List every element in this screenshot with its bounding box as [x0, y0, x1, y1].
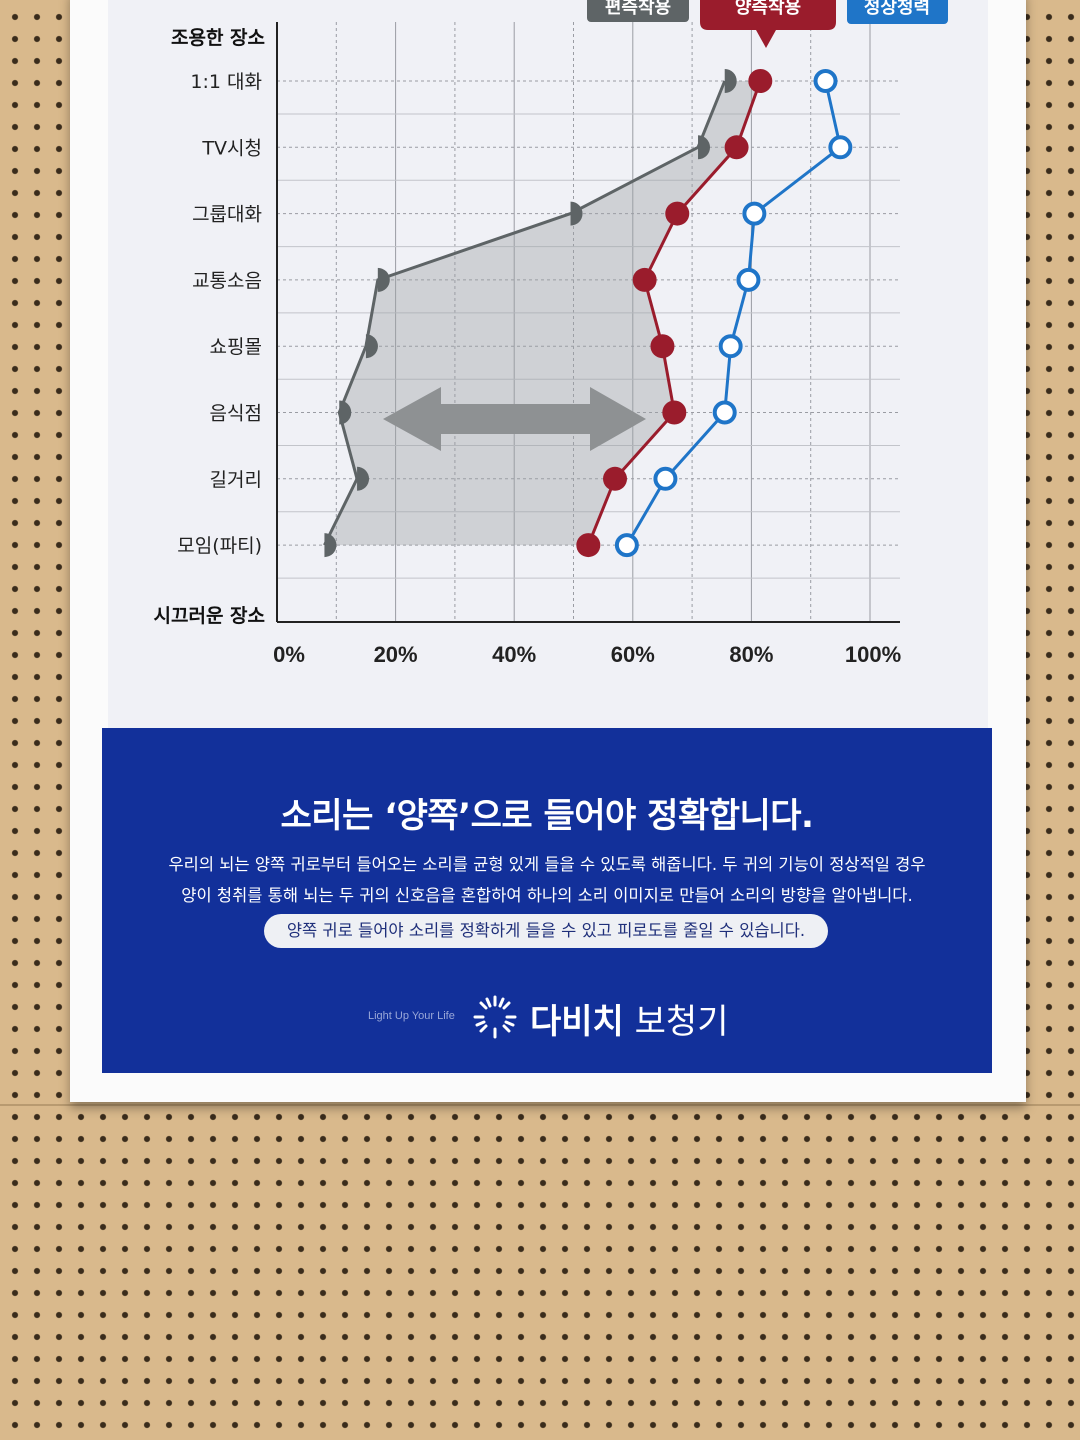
- marker-normal: [828, 135, 853, 160]
- sunburst-logo-icon: [473, 995, 517, 1039]
- marker-normal: [813, 69, 838, 93]
- headline: 소리는 ‘양쪽’으로 들어야 정확합니다.: [280, 796, 814, 836]
- x-tick-label: 40%: [492, 642, 536, 667]
- y-tick-label: TV시청: [201, 137, 262, 159]
- x-tick-label: 80%: [729, 642, 773, 667]
- y-tick-label: 모임(파티): [177, 535, 262, 557]
- marker-one-side: [570, 201, 583, 226]
- marker-one-side: [698, 135, 711, 160]
- y-tick-label: 음식점: [210, 403, 262, 425]
- marker-both-sides: [662, 400, 687, 425]
- y-tick-label: 그룹대화: [192, 204, 262, 226]
- marker-both-sides: [650, 334, 675, 359]
- y-tick-label: 1:1 대화: [190, 71, 262, 93]
- y-tick-label: 교통소음: [192, 270, 262, 292]
- marker-both-sides: [724, 135, 749, 160]
- marker-one-side: [339, 400, 352, 425]
- y-tick-label: 길거리: [210, 469, 262, 491]
- x-tick-label: 0%: [273, 642, 305, 667]
- x-tick-label: 60%: [611, 642, 655, 667]
- key-message-pill: 양쪽 귀로 들어야 소리를 정확하게 들을 수 있고 피로도를 줄일 수 있습니…: [264, 914, 828, 948]
- legend-label-normal: 정상청력: [864, 0, 930, 18]
- legend-tag-normal: [847, 0, 948, 24]
- brand-name-strong: 다비치: [530, 1002, 624, 1042]
- x-tick-label: 100%: [845, 642, 901, 667]
- marker-one-side: [324, 533, 337, 558]
- series-line: [323, 80, 727, 546]
- marker-both-sides: [748, 69, 773, 93]
- brand-tagline: Light Up Your Life: [368, 1010, 455, 1022]
- y-axis-title-bottom: 시끄러운 장소: [154, 605, 266, 627]
- brand-name-light: 보청기: [634, 1002, 729, 1042]
- body-line-2: 양이 청취를 통해 뇌는 두 귀의 신호음을 혼합하여 하나의 소리 이미지로 …: [181, 886, 913, 905]
- marker-normal: [653, 466, 678, 491]
- marker-normal: [742, 201, 767, 226]
- marker-normal: [614, 533, 639, 558]
- marker-both-sides: [665, 201, 690, 226]
- series-line: [586, 80, 762, 546]
- marker-one-side: [357, 466, 370, 491]
- marker-both-sides: [576, 533, 601, 558]
- marker-one-side: [724, 69, 737, 93]
- marker-normal: [736, 267, 761, 292]
- marker-one-side: [377, 267, 390, 292]
- marker-one-side: [365, 334, 378, 359]
- legend-tag-both-sides: [700, 0, 836, 48]
- x-tick-label: 20%: [374, 642, 418, 667]
- y-tick-label: 쇼핑몰: [210, 336, 262, 358]
- body-line-1: 우리의 뇌는 양쪽 귀로부터 들어오는 소리를 균형 있게 들을 수 있도록 해…: [168, 855, 926, 874]
- legend-label-one-side: 편측착용: [605, 0, 671, 18]
- poster-chart-panel: [108, 0, 988, 728]
- legend-tag-one-side: [587, 0, 689, 22]
- marker-both-sides: [603, 466, 628, 491]
- marker-normal: [718, 334, 743, 359]
- wall-seam: [0, 1104, 1080, 1106]
- brand-name: 다비치 보청기: [530, 994, 729, 1043]
- poster-text-panel: [102, 728, 992, 1073]
- double-arrow-icon: [383, 387, 646, 451]
- marker-both-sides: [632, 267, 657, 292]
- legend-label-both-sides: 양측착용: [735, 0, 801, 18]
- series-line: [625, 80, 843, 546]
- marker-normal: [712, 400, 737, 425]
- y-axis-title-top: 조용한 장소: [171, 27, 265, 49]
